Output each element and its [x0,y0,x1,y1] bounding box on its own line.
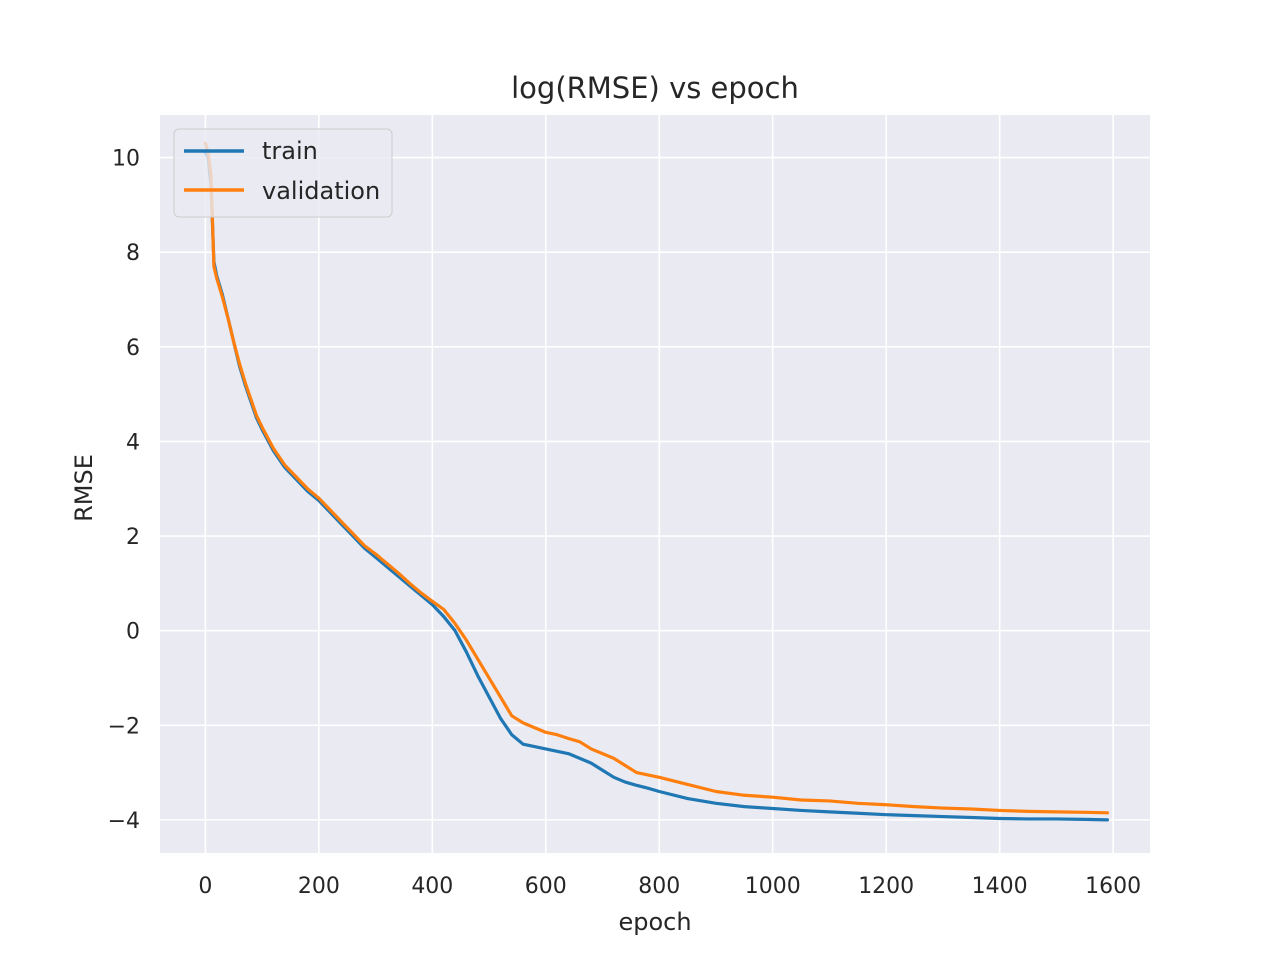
x-tick-label: 600 [525,874,567,899]
y-tick-label: −2 [108,714,140,739]
y-tick-label: 4 [126,430,140,455]
series-line-validation [203,141,1110,815]
legend[interactable]: train validation [173,128,393,218]
y-tick-label: 2 [126,525,140,550]
y-tick-label: −4 [108,809,140,834]
grid-lines [160,115,1150,853]
y-axis-label: RMSE [70,454,98,522]
series-layer [203,141,1110,822]
plot-area [160,115,1150,853]
x-tick-label: 1600 [1085,874,1141,899]
x-axis-label: epoch [618,908,691,936]
y-tick-label: 10 [112,147,140,172]
y-tick-label: 8 [126,241,140,266]
y-tick-label: 0 [126,620,140,645]
x-tick-label: 1400 [972,874,1028,899]
x-tick-label: 1000 [745,874,801,899]
y-tick-labels: −4 −2 0 2 4 6 8 10 [108,147,140,834]
legend-label-validation: validation [262,177,380,205]
y-tick-label: 6 [126,336,140,361]
chart-title: log(RMSE) vs epoch [511,71,799,105]
x-tick-labels: 0 200 400 600 800 1000 1200 1400 1600 [198,874,1141,899]
x-tick-label: 400 [411,874,453,899]
legend-label-train: train [262,137,318,165]
x-tick-label: 0 [198,874,212,899]
x-tick-label: 800 [638,874,680,899]
x-tick-label: 200 [298,874,340,899]
x-tick-label: 1200 [858,874,914,899]
